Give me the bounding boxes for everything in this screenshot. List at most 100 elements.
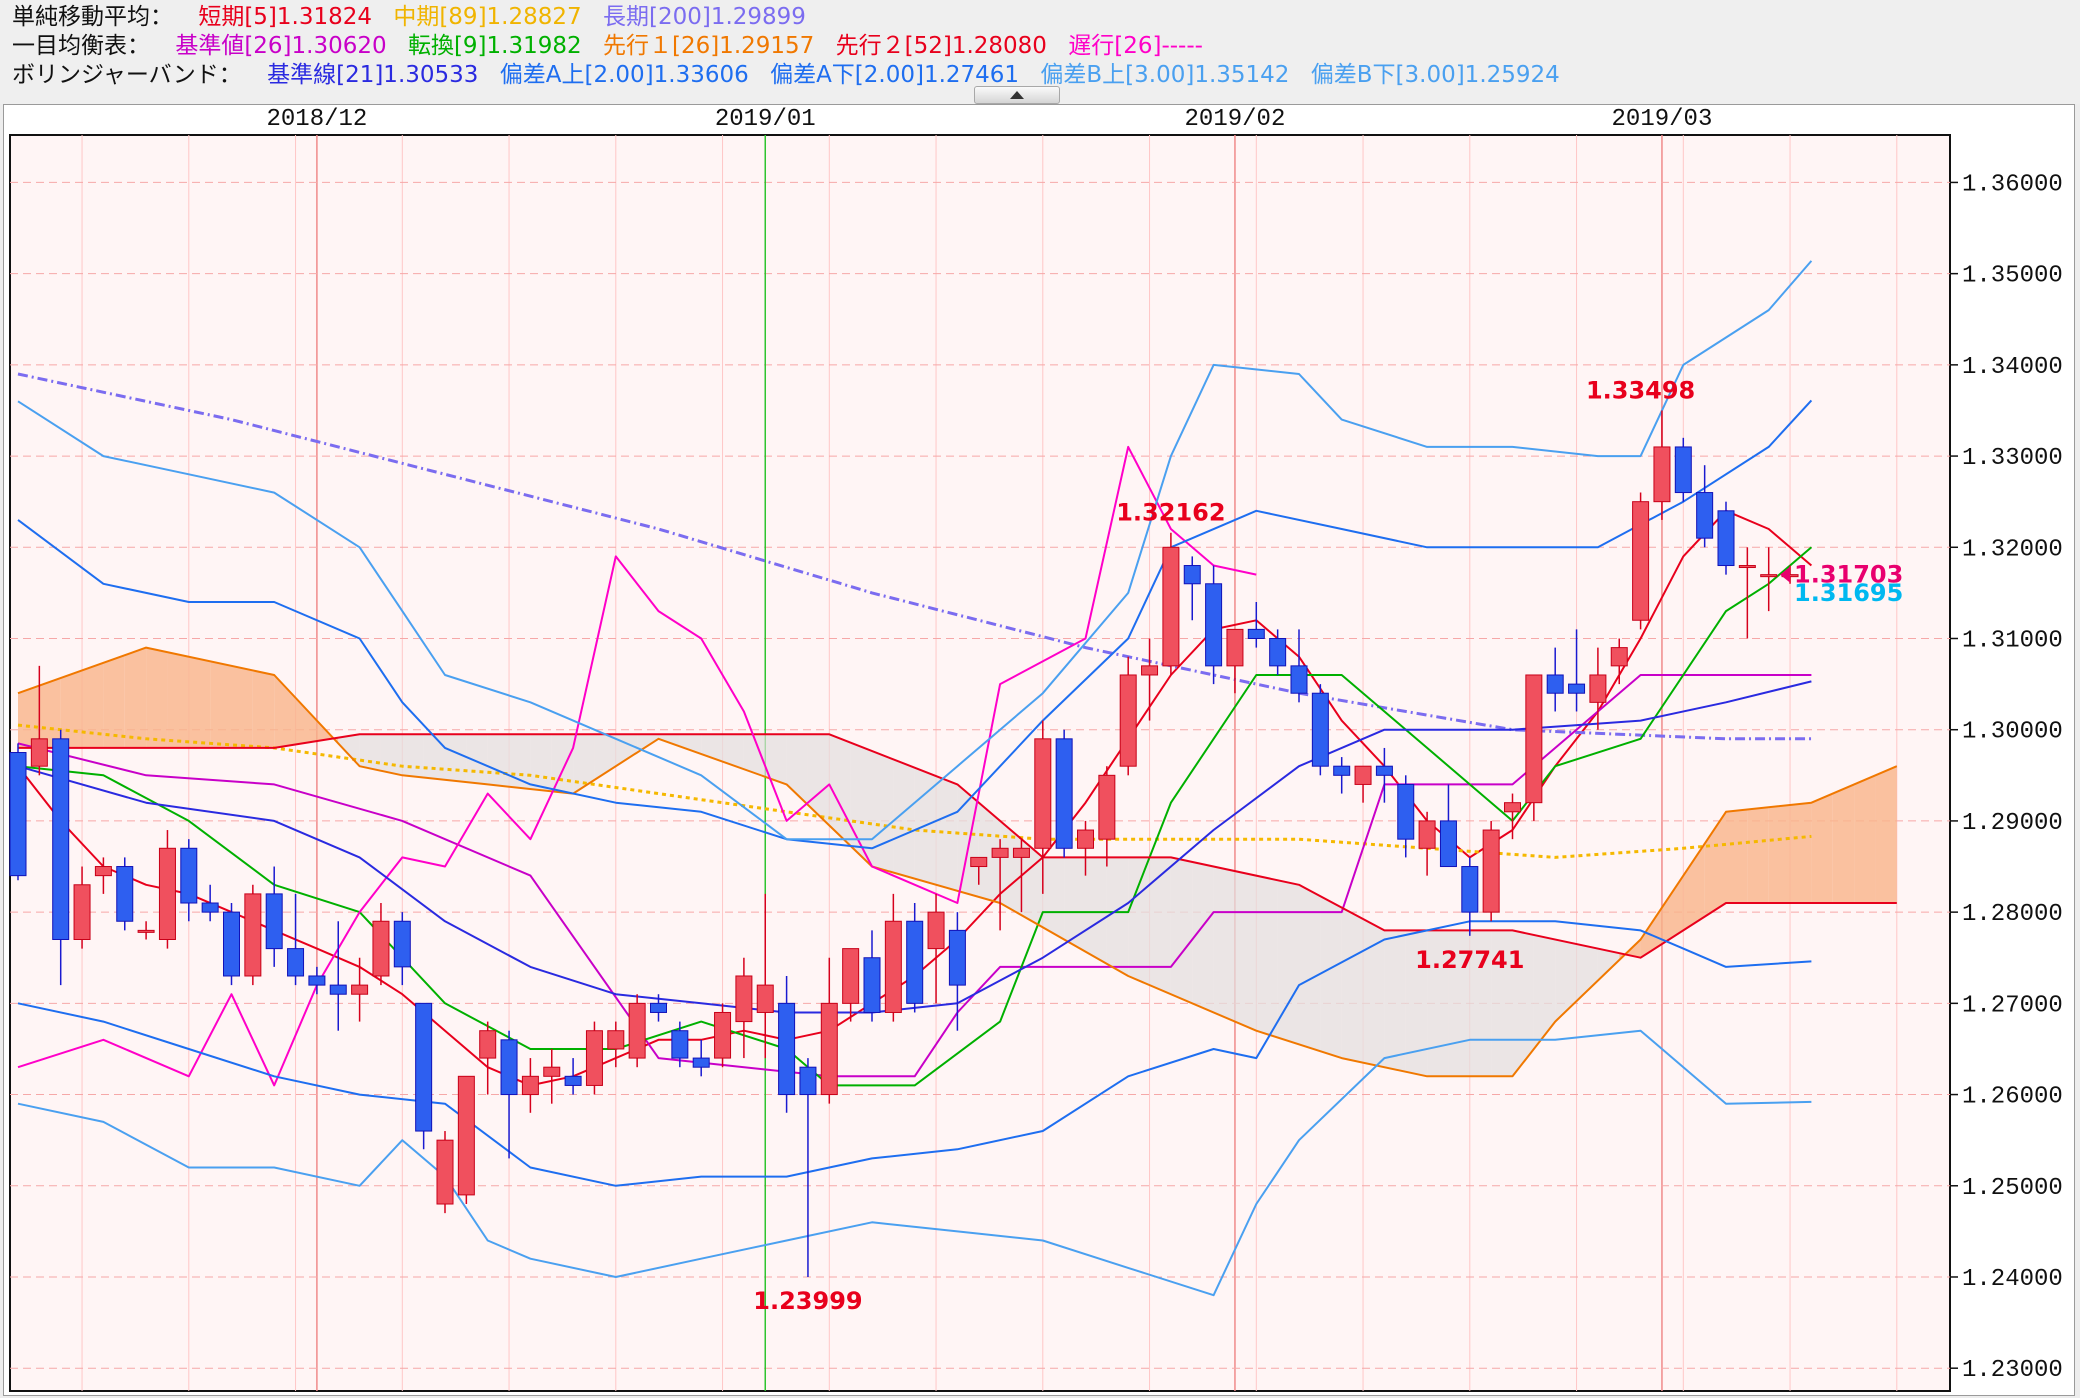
candle-body <box>543 1066 561 1077</box>
ichimoku-lagging-value: 遅行[26]----- <box>1068 33 1203 59</box>
candle-body <box>1653 446 1671 503</box>
chart-canvas[interactable]: 2018/12 2019/01 2019/02 2019/03 1.36000 1.350… <box>4 105 2074 1395</box>
cloud-segment <box>1832 784 1855 904</box>
cloud-segment <box>487 734 510 787</box>
cloud-segment <box>1661 875 1684 945</box>
candle-body <box>607 1030 625 1050</box>
cloud-segment <box>295 697 317 745</box>
candle-body <box>650 1002 667 1013</box>
cloud-segment <box>146 647 168 748</box>
bollinger-mid-value: 基準線[21]1.30533 <box>267 62 479 88</box>
candle-body <box>265 893 283 950</box>
candle-body <box>158 847 176 940</box>
labels-layer: 2018/12 2019/01 2019/02 2019/03 1.36000 1.350… <box>266 106 2062 1384</box>
candle-body <box>1098 774 1116 840</box>
cloud-segment <box>1042 857 1065 940</box>
candle-body <box>1247 628 1265 639</box>
candle-body <box>1226 628 1244 667</box>
cloud-segment <box>1405 930 1428 1077</box>
ichimoku-conversion-value: 転換[9]1.31982 <box>407 33 582 59</box>
candle-body <box>351 984 369 995</box>
cloud-segment <box>103 655 125 748</box>
candle-body <box>1119 674 1137 767</box>
candle-body <box>457 1075 475 1196</box>
ichimoku-span1-value: 先行１[26]1.29157 <box>602 33 815 59</box>
y-tick-label: 1.33000 <box>1962 445 2063 472</box>
bollinger-legend-label: ボリンジャーバンド： <box>12 62 242 88</box>
cloud-segment <box>701 734 723 762</box>
candle-body <box>991 847 1009 858</box>
cloud-segment <box>359 734 381 771</box>
candle-body <box>308 975 326 986</box>
candle-body <box>820 1002 838 1096</box>
cloud-segment <box>872 750 894 873</box>
cloud-segment <box>1683 843 1705 931</box>
cloud-segment <box>82 662 104 748</box>
candle-body <box>628 1002 646 1059</box>
candle-body <box>1290 665 1308 694</box>
candle-body <box>137 929 155 933</box>
candle-body <box>1375 765 1393 776</box>
cloud-segment <box>1448 930 1470 1077</box>
cloud-segment <box>786 734 808 805</box>
ichimoku-cloud-layer <box>18 647 1897 1077</box>
cloud-segment <box>722 734 744 770</box>
cloud-segment <box>1384 930 1406 1072</box>
candle-body <box>1696 492 1714 539</box>
cloud-segment <box>1106 857 1129 976</box>
candle-body <box>73 884 91 940</box>
series-line <box>18 733 1897 959</box>
y-tick-label: 1.32000 <box>1962 536 2063 563</box>
cloud-segment <box>936 776 958 891</box>
candle-body <box>756 984 774 1013</box>
cloud-segment <box>1597 948 1620 981</box>
series-line <box>17 399 1813 850</box>
candle-body <box>1632 501 1650 621</box>
price-tag-marker <box>1780 566 1790 583</box>
indicator-lines-layer <box>17 260 1898 1297</box>
cloud-segment <box>743 734 766 777</box>
cloud-segment <box>1064 857 1086 952</box>
candle-body <box>1461 866 1479 913</box>
candle-body <box>1589 674 1607 703</box>
price-annotation: 1.32162 <box>1116 499 1225 527</box>
cloud-segment <box>188 656 211 748</box>
candle-body <box>479 1030 497 1059</box>
candle-body <box>52 738 70 940</box>
cloud-segment <box>978 802 1001 904</box>
cloud-segment <box>60 670 83 748</box>
cloud-segment <box>1234 871 1257 1031</box>
candle-body <box>1354 765 1372 785</box>
cloud-segment <box>1875 766 1897 904</box>
cloud-segment <box>1341 907 1364 1063</box>
series-line <box>17 372 1812 741</box>
cloud-segment <box>1726 809 1748 904</box>
y-tick-label: 1.29000 <box>1962 810 2063 837</box>
candle-body <box>223 911 240 977</box>
cloud-segment <box>380 734 403 776</box>
cloud-segment <box>1747 807 1769 904</box>
indicator-legend-panel: 単純移動平均： 短期[5]1.31824 中期[89]1.28827 長期[20… <box>0 0 2080 104</box>
grid-layer <box>10 135 1958 1391</box>
candle-body <box>948 929 966 986</box>
bollinger-b-upper-value: 偏差B上[3.00]1.35142 <box>1040 62 1290 88</box>
cloud-segment <box>1277 880 1299 1045</box>
candle-body <box>393 920 411 968</box>
cloud-segment <box>1000 820 1022 916</box>
candle-body <box>1482 829 1500 913</box>
y-tick-label: 1.28000 <box>1962 901 2063 928</box>
candle-body <box>585 1030 603 1086</box>
candle-body <box>1546 674 1564 694</box>
bollinger-a-lower-value: 偏差A下[2.00]1.27461 <box>770 62 1020 88</box>
cloud-segment <box>807 734 830 826</box>
cloud-segment <box>1768 804 1791 904</box>
price-annotation: 1.33498 <box>1586 376 1695 404</box>
cloud-segment <box>1555 939 1577 1022</box>
price-chart[interactable]: 2018/12 2019/01 2019/02 2019/03 1.36000 1.350… <box>3 104 2075 1396</box>
candle-body <box>799 1066 817 1096</box>
cloud-segment <box>445 734 467 783</box>
candle-body <box>1717 510 1735 567</box>
candle-body <box>180 847 198 904</box>
collapse-legend-button[interactable] <box>974 86 1060 104</box>
candle-body <box>692 1057 710 1068</box>
